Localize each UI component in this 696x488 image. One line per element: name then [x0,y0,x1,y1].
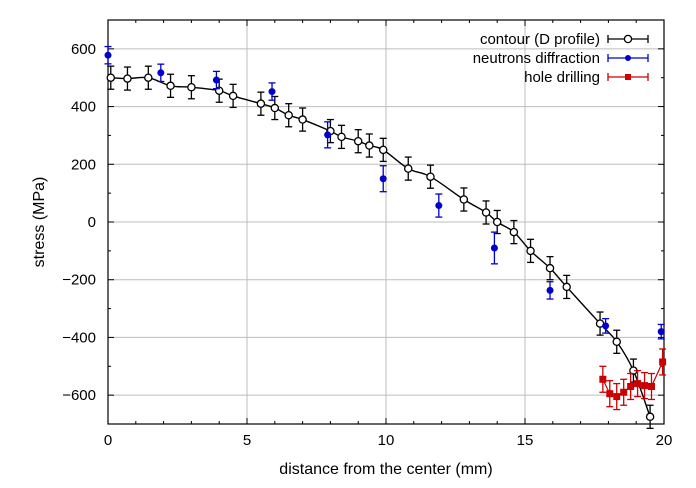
data-point [123,74,132,83]
x-tick-label: 0 [104,432,112,449]
data-point [509,227,519,237]
data-point [659,358,667,366]
legend-marker [625,74,631,80]
legend-item-neutrons: neutrons diffraction [473,50,649,67]
data-point [641,382,649,390]
data-point [426,172,435,181]
data-point [481,208,491,217]
x-tick-label: 15 [517,432,534,449]
data-point [545,263,555,273]
data-point [602,322,610,330]
data-point [104,51,112,59]
legend-marker [623,34,633,44]
y-tick-label: 600 [71,41,96,58]
data-point [378,145,388,155]
series-contour [106,65,655,429]
series-line [110,76,651,418]
data-point [657,328,665,336]
grid-lines [108,20,664,424]
legend-marker [625,55,631,61]
data-point [403,164,413,173]
data-point [365,141,374,150]
x-tick-label: 5 [243,432,251,449]
data-point [562,282,571,292]
data-point [187,82,196,92]
data-point [298,115,307,124]
data-point [490,244,498,252]
data-series [104,45,667,429]
data-point [613,393,621,401]
data-point [492,217,502,227]
data-point [634,380,642,388]
data-point [106,73,116,82]
data-point [459,195,469,204]
y-tick-label: −600 [62,387,96,404]
legend: contour (D profile) neutrons diffraction h… [473,31,649,86]
legend-label: hole drilling [524,69,600,86]
series-neutrons [104,45,665,340]
y-tick-label: 400 [71,99,96,116]
data-point [645,412,655,422]
data-point [353,136,363,146]
x-axis-title: distance from the center (mm) [279,461,492,478]
y-tick-label: 200 [71,156,96,173]
data-point [606,390,614,398]
data-point [268,88,276,96]
data-point [526,246,535,256]
legend-label: neutrons diffraction [473,50,600,67]
series-hole-drilling [599,348,667,411]
data-point [157,69,165,77]
data-point [337,132,346,142]
data-point [620,388,628,396]
data-point [144,73,153,82]
x-tick-label: 10 [378,432,395,449]
legend-item-contour: contour (D profile) [480,31,649,48]
legend-item-hole-drilling: hole drilling [524,69,649,86]
legend-label: contour (D profile) [480,31,600,48]
data-point [612,337,621,347]
y-tick-label: 0 [88,214,96,231]
data-point [647,382,655,390]
y-axis-title: stress (MPa) [31,177,48,268]
data-point [166,81,175,91]
data-point [627,382,635,390]
data-point [379,175,387,183]
data-point [546,286,554,294]
y-tick-label: −200 [62,272,96,289]
data-point [270,103,280,113]
data-point [435,202,443,210]
data-point [284,110,293,120]
y-tick-label: −400 [62,329,96,346]
axis-ticks: 0 5 10 15 20 −600 −400 −200 0 200 400 600 [62,19,673,449]
x-tick-label: 20 [656,432,673,449]
data-point [212,76,220,84]
data-point [256,99,266,108]
data-point [228,91,238,101]
data-point [324,131,332,139]
data-point [599,375,607,383]
